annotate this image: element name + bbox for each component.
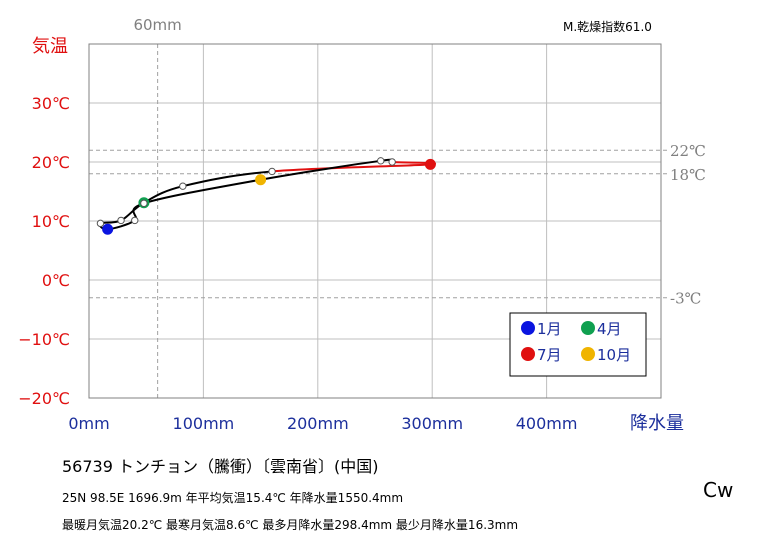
reference-label-y: 22℃ [670, 142, 706, 160]
month-point-8 [388, 158, 396, 166]
month-point-1 [102, 223, 114, 235]
grid [89, 44, 661, 398]
legend-marker [581, 321, 595, 335]
y-tick-label: −10℃ [18, 330, 70, 349]
month-point-10 [255, 174, 267, 186]
y-axis-label: 気温 [32, 36, 68, 57]
curve-segment [271, 163, 431, 173]
month-point-7 [424, 158, 436, 170]
x-tick-label: 0mm [68, 414, 109, 433]
station-name: 56739 トンチョン（騰衝）〔雲南省〕(中国) [62, 457, 379, 476]
reference-lines: 60mm 22℃ 18℃ -3℃ [89, 16, 706, 398]
month-point-5 [179, 182, 187, 190]
station-summary-1: 25N 98.5E 1696.9m 年平均気温15.4℃ 年降水量1550.4m… [62, 491, 404, 505]
x-tick-label: 100mm [173, 414, 235, 433]
index-label: M.乾燥指数61.0 [563, 19, 652, 34]
month-point-2 [96, 219, 105, 228]
legend-marker [521, 347, 535, 361]
curve-segment [182, 170, 273, 188]
plot-frame [88, 43, 662, 399]
x-tick-label: 200mm [287, 414, 349, 433]
reference-label-x: 60mm [133, 16, 181, 34]
month-point-3 [117, 216, 125, 225]
month-point-12 [131, 216, 139, 225]
month-point-11 [140, 199, 148, 208]
x-axis-label: 降水量 [630, 413, 684, 434]
y-tick-label: 30℃ [32, 94, 70, 113]
reference-label-y: -3℃ [670, 290, 701, 308]
climate-chart: 60mm 22℃ 18℃ -3℃ −20℃ −10℃ 0℃ 10℃ 20℃ 30℃ 0mm 100m… [18, 16, 706, 434]
curve-segment [260, 159, 381, 181]
legend-label: 7月 [537, 346, 562, 364]
legend-label: 1月 [537, 320, 562, 338]
month-point-6 [268, 167, 276, 176]
x-tick-label: 300mm [401, 414, 463, 433]
y-tick-label: −20℃ [18, 389, 70, 408]
y-tick-label: 0℃ [42, 271, 70, 290]
station-summary-2: 最暖月気温20.2℃ 最寒月気温8.6℃ 最多月降水量298.4mm 最少月降水… [62, 518, 519, 532]
y-tick-label: 10℃ [32, 212, 70, 231]
reference-label-y: 18℃ [670, 166, 706, 184]
month-points [96, 157, 436, 235]
month-point-9 [377, 157, 385, 165]
legend-marker [521, 321, 535, 335]
legend-label: 10月 [597, 346, 631, 364]
legend-label: 4月 [597, 320, 622, 338]
climate-curve [98, 158, 436, 231]
curve-segment [143, 178, 261, 205]
legend: 1月 4月 7月 10月 [509, 312, 647, 377]
y-tick-label: 20℃ [32, 153, 70, 172]
x-tick-label: 400mm [516, 414, 578, 433]
legend-marker [581, 347, 595, 361]
climate-class: Cw [703, 478, 734, 502]
tick-labels: −20℃ −10℃ 0℃ 10℃ 20℃ 30℃ 0mm 100mm 200mm 300mm 400… [18, 94, 577, 433]
